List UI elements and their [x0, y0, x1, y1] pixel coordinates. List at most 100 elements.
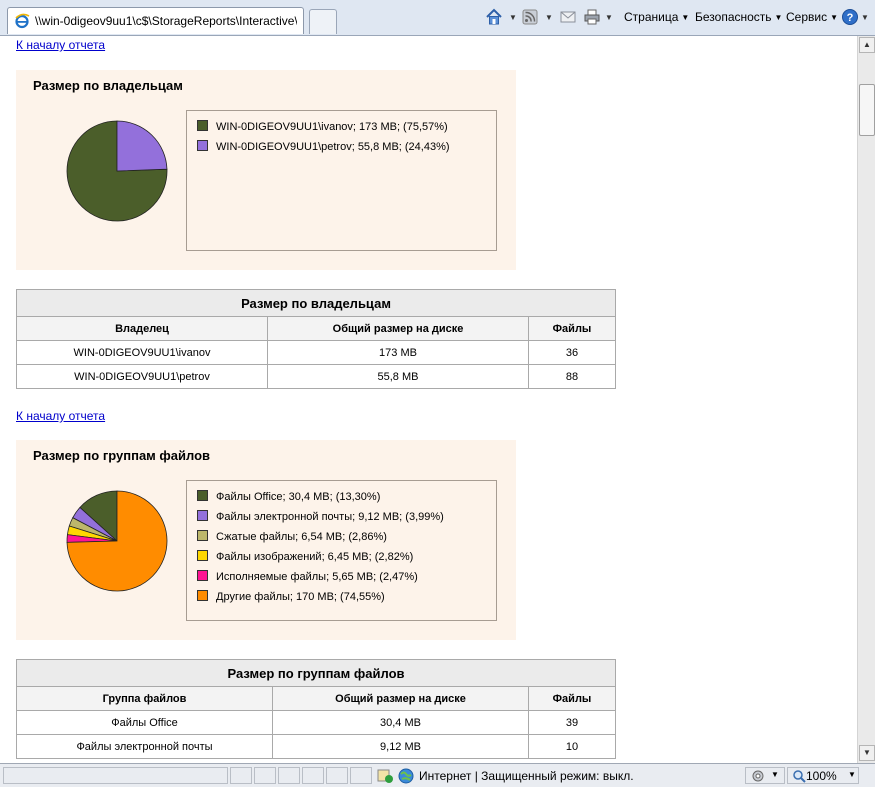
security-zone-text: Интернет | Защищенный режим: выкл. — [419, 769, 634, 783]
ie-icon — [15, 13, 30, 29]
table-cell: 36 — [528, 340, 616, 365]
protected-mode-pane[interactable]: ▼ — [745, 767, 785, 784]
table-cell: 173 MB — [267, 340, 529, 365]
chevron-down-icon: ▼ — [848, 770, 856, 779]
help-icon[interactable]: ? — [841, 8, 859, 26]
legend-item: Исполняемые файлы; 5,65 MB; (2,47%) — [197, 570, 418, 583]
column-header: Владелец — [16, 316, 268, 341]
help-dropdown-icon[interactable]: ▼ — [861, 13, 869, 22]
legend-swatch — [197, 550, 208, 561]
status-pane — [278, 767, 300, 784]
svg-text:?: ? — [847, 12, 854, 24]
table-cell: 10 — [528, 734, 616, 759]
tools-menu[interactable]: Сервис ▼ — [786, 10, 838, 24]
table-cell: Файлы Office — [16, 710, 273, 735]
status-pane — [254, 767, 276, 784]
table-row: WIN-0DIGEOV9UU1\ivanov 173 MB 36 — [16, 340, 616, 365]
table-cell: 88 — [528, 364, 616, 389]
home-dropdown-icon[interactable]: ▼ — [509, 13, 517, 22]
legend-item: Сжатые файлы; 6,54 MB; (2,86%) — [197, 530, 387, 543]
table-cell: 55,8 MB — [267, 364, 529, 389]
column-header: Файлы — [528, 316, 616, 341]
zoom-level: 100% — [806, 769, 837, 783]
status-pane — [302, 767, 324, 784]
legend-label: WIN-0DIGEOV9UU1\petrov; 55,8 MB; (24,43%… — [216, 141, 450, 153]
legend-item: Другие файлы; 170 MB; (74,55%) — [197, 590, 385, 603]
legend-swatch — [197, 140, 208, 151]
legend-swatch — [197, 120, 208, 131]
legend-label: Файлы электронной почты; 9,12 MB; (3,99%… — [216, 511, 444, 523]
tab-title: \\win-0digeov9uu1\c$\StorageReports\Inte… — [35, 14, 297, 28]
table-row: Файлы электронной почты 9,12 MB 10 — [16, 734, 616, 759]
feed-dropdown-icon[interactable]: ▼ — [545, 13, 553, 22]
legend-label: WIN-0DIGEOV9UU1\ivanov; 173 MB; (75,57%) — [216, 121, 448, 133]
legend-label: Файлы изображений; 6,45 MB; (2,82%) — [216, 551, 414, 563]
browser-toolbar: \\win-0digeov9uu1\c$\StorageReports\Inte… — [0, 0, 875, 36]
table-cell: 9,12 MB — [272, 734, 529, 759]
legend-item: Файлы изображений; 6,45 MB; (2,82%) — [197, 550, 413, 563]
table-row: WIN-0DIGEOV9UU1\petrov 55,8 MB 88 — [16, 364, 616, 389]
settings-icon — [752, 770, 764, 782]
browser-tab-active[interactable]: \\win-0digeov9uu1\c$\StorageReports\Inte… — [7, 7, 304, 34]
legend-swatch — [197, 590, 208, 601]
new-tab-button[interactable] — [309, 9, 337, 34]
home-icon[interactable] — [485, 8, 503, 26]
status-pane — [326, 767, 348, 784]
scroll-up-button[interactable]: ▲ — [859, 37, 875, 53]
legend-label: Сжатые файлы; 6,54 MB; (2,86%) — [216, 531, 387, 543]
popup-blocker-icon[interactable] — [376, 768, 394, 784]
table-cell: Файлы электронной почты — [16, 734, 273, 759]
legend-swatch — [197, 530, 208, 541]
pie-slice — [116, 120, 168, 172]
legend-item: WIN-0DIGEOV9UU1\petrov; 55,8 MB; (24,43%… — [197, 140, 450, 153]
rss-feed-icon[interactable] — [521, 8, 539, 26]
groups-table-caption: Размер по группам файлов — [16, 659, 616, 687]
table-cell: WIN-0DIGEOV9UU1\ivanov — [16, 340, 268, 365]
chevron-down-icon: ▼ — [681, 13, 690, 22]
page-content: К началу отчета Размер по владельцам WIN… — [0, 36, 857, 763]
owners-pie-chart — [66, 120, 168, 222]
owners-table: Размер по владельцам Владелец Общий разм… — [16, 289, 616, 389]
groups-table: Размер по группам файлов Группа файлов О… — [16, 659, 616, 759]
column-header: Файлы — [528, 686, 616, 711]
groups-chart-panel: Размер по группам файлов Файлы Office; 3… — [16, 440, 516, 640]
page-menu[interactable]: Страница ▼ — [624, 10, 689, 24]
back-to-top-link[interactable]: К началу отчета — [16, 409, 106, 423]
legend-item: Файлы Office; 30,4 MB; (13,30%) — [197, 490, 380, 503]
legend-label: Другие файлы; 170 MB; (74,55%) — [216, 591, 385, 603]
back-to-top-link[interactable]: К началу отчета — [16, 38, 106, 52]
chevron-down-icon: ▼ — [774, 13, 783, 22]
print-icon[interactable] — [583, 8, 601, 26]
mail-icon[interactable] — [559, 8, 577, 26]
table-cell: WIN-0DIGEOV9UU1\petrov — [16, 364, 268, 389]
vertical-scrollbar[interactable]: ▲ ▼ — [857, 36, 875, 763]
safety-menu[interactable]: Безопасность ▼ — [695, 10, 782, 24]
legend-swatch — [197, 570, 208, 581]
internet-zone-icon[interactable] — [398, 768, 414, 784]
pie-slice — [66, 490, 168, 592]
owners-table-caption: Размер по владельцам — [16, 289, 616, 317]
zoom-icon — [793, 770, 806, 783]
page-menu-label: Страница — [624, 10, 679, 24]
pie-slice — [66, 120, 168, 222]
table-cell: 30,4 MB — [272, 710, 529, 735]
chevron-down-icon: ▼ — [771, 770, 779, 779]
column-header: Группа файлов — [16, 686, 273, 711]
legend-item: Файлы электронной почты; 9,12 MB; (3,99%… — [197, 510, 444, 523]
scrollbar-thumb[interactable] — [859, 84, 875, 136]
print-dropdown-icon[interactable]: ▼ — [605, 13, 613, 22]
safety-menu-label: Безопасность — [695, 10, 772, 24]
zoom-control[interactable]: 100% ▼ — [787, 767, 859, 784]
groups-chart-title: Размер по группам файлов — [33, 448, 211, 463]
table-cell: 39 — [528, 710, 616, 735]
legend-swatch — [197, 490, 208, 501]
scroll-down-button[interactable]: ▼ — [859, 745, 875, 761]
owners-chart-title: Размер по владельцам — [33, 78, 183, 93]
tools-menu-label: Сервис — [786, 10, 828, 24]
table-row: Файлы Office 30,4 MB 39 — [16, 710, 616, 735]
status-text-pane — [3, 767, 228, 784]
legend-label: Файлы Office; 30,4 MB; (13,30%) — [216, 491, 381, 503]
legend-label: Исполняемые файлы; 5,65 MB; (2,47%) — [216, 571, 418, 583]
owners-legend: WIN-0DIGEOV9UU1\ivanov; 173 MB; (75,57%)… — [186, 110, 497, 251]
status-pane — [230, 767, 252, 784]
